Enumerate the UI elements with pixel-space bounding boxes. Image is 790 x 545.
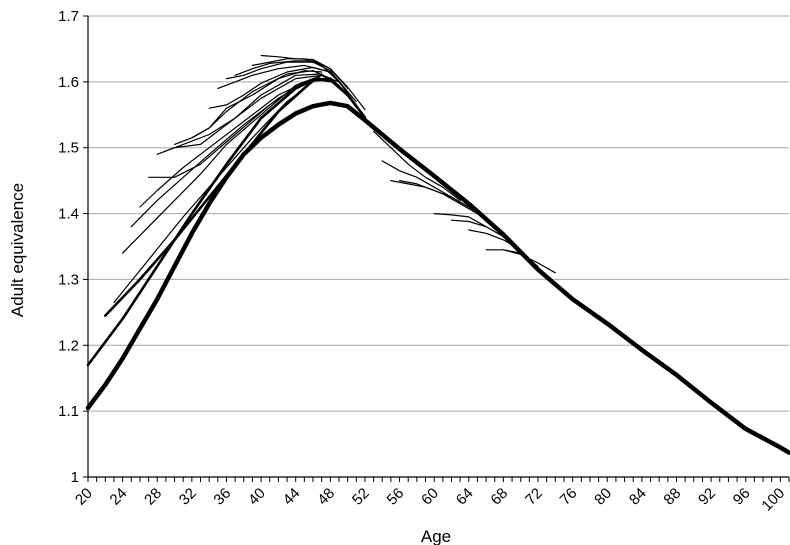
x-tick-label: 100 bbox=[758, 485, 788, 515]
y-tick-labels: 1 1.1 1.2 1.3 1.4 1.5 1.6 1.7 bbox=[58, 8, 79, 486]
series-line bbox=[450, 219, 504, 238]
axes bbox=[83, 15, 790, 482]
x-tick-label: 68 bbox=[487, 485, 511, 509]
series-line bbox=[217, 64, 349, 93]
y-axis-title: Adult equivalence bbox=[8, 183, 27, 317]
series-line bbox=[373, 130, 461, 201]
x-tick-label: 80 bbox=[591, 485, 615, 509]
x-tick-label: 56 bbox=[384, 485, 408, 509]
y-tick-label: 1.2 bbox=[58, 337, 79, 354]
x-axis-title: Age bbox=[421, 527, 451, 545]
series-line bbox=[433, 213, 487, 228]
x-tick-label: 32 bbox=[176, 485, 200, 509]
series-line bbox=[399, 180, 487, 221]
x-tick-label: 92 bbox=[695, 485, 719, 509]
x-tick-label: 40 bbox=[245, 485, 269, 509]
series-line bbox=[165, 73, 323, 152]
x-tick-label: 36 bbox=[210, 485, 234, 509]
y-tick-label: 1.4 bbox=[58, 206, 79, 223]
x-tick-label: 24 bbox=[107, 485, 131, 509]
series-line bbox=[104, 77, 349, 317]
x-tick-label: 48 bbox=[314, 485, 338, 509]
series-line bbox=[485, 249, 539, 267]
x-tick-label: 52 bbox=[349, 485, 373, 509]
y-tick-label: 1.3 bbox=[58, 271, 79, 288]
series-line bbox=[468, 229, 522, 251]
x-tick-label: 76 bbox=[557, 485, 581, 509]
x-tick-label: 96 bbox=[730, 485, 754, 509]
series-line bbox=[225, 61, 349, 93]
x-tick-label: 60 bbox=[418, 485, 442, 509]
series-line bbox=[502, 249, 556, 274]
y-tick-label: 1 bbox=[71, 469, 79, 486]
x-tick-label: 72 bbox=[522, 485, 546, 509]
x-tick-label: 28 bbox=[141, 485, 165, 509]
series-line bbox=[390, 180, 478, 215]
x-tick-label: 20 bbox=[72, 485, 96, 509]
x-tick-label: 88 bbox=[661, 485, 685, 509]
series-line bbox=[86, 78, 367, 367]
y-tick-label: 1.7 bbox=[58, 8, 79, 25]
series-line bbox=[139, 77, 331, 208]
series-line bbox=[85, 100, 790, 455]
x-tick-label: 44 bbox=[280, 485, 304, 509]
series-line bbox=[191, 70, 323, 139]
x-tick-label: 64 bbox=[453, 485, 477, 509]
series-lines bbox=[85, 54, 790, 455]
series-line bbox=[113, 74, 357, 304]
series-line bbox=[260, 54, 366, 111]
y-tick-label: 1.5 bbox=[58, 140, 79, 157]
x-tick-label: 84 bbox=[626, 485, 650, 509]
series-line bbox=[148, 77, 331, 178]
y-tick-label: 1.1 bbox=[58, 403, 79, 420]
x-tick-labels: 20 24 28 32 36 40 44 48 52 56 60 64 68 72 76 80 84 88 92 96… bbox=[72, 485, 788, 515]
y-tick-label: 1.6 bbox=[58, 74, 79, 91]
